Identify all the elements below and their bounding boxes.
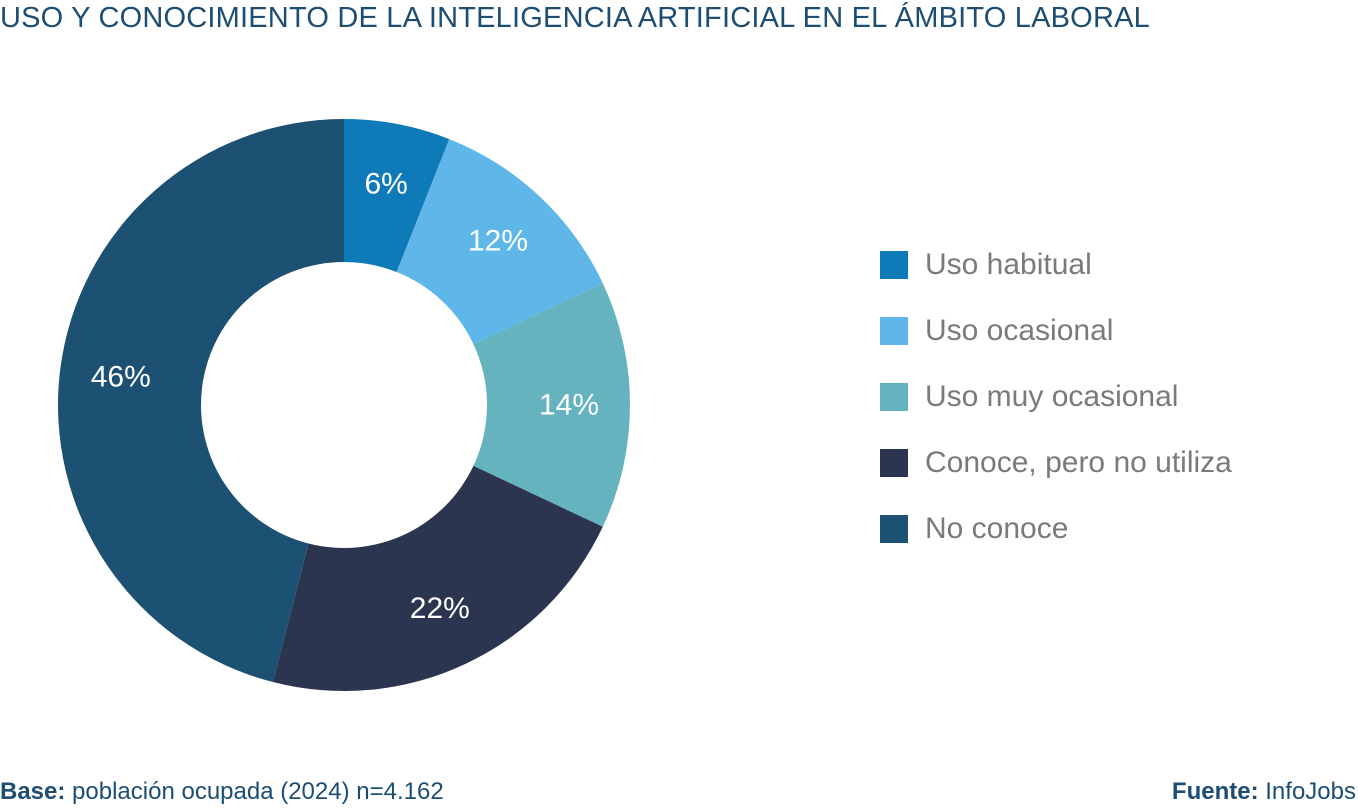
legend-swatch-uso-ocasional: [880, 317, 908, 345]
legend-swatch-conoce-no-utiliza: [880, 449, 908, 477]
legend-item-conoce-no-utiliza: Conoce, pero no utiliza: [880, 441, 1232, 485]
legend-swatch-uso-muy-ocasional: [880, 383, 908, 411]
base-label: Base:: [0, 778, 66, 805]
legend-swatch-uso-habitual: [880, 251, 908, 279]
legend-label-no-conoce: No conoce: [925, 512, 1069, 545]
legend-item-uso-ocasional: Uso ocasional: [880, 309, 1232, 353]
footer-base: Base: población ocupada (2024) n=4.162: [0, 778, 444, 806]
legend-label-conoce-no-utiliza: Conoce, pero no utiliza: [925, 446, 1232, 479]
legend-swatch-no-conoce: [880, 515, 908, 543]
donut-chart: 6% 12% 14% 22% 46%: [58, 118, 630, 691]
slice-uso-habitual: [344, 119, 450, 273]
base-text: población ocupada (2024) n=4.162: [72, 778, 444, 805]
slice-label-uso-habitual: 6%: [364, 167, 407, 200]
legend-item-uso-habitual: Uso habitual: [880, 243, 1232, 287]
legend-item-no-conoce: No conoce: [880, 507, 1232, 551]
slice-label-no-conoce: 46%: [91, 360, 151, 393]
legend-label-uso-ocasional: Uso ocasional: [925, 314, 1114, 347]
legend-item-uso-muy-ocasional: Uso muy ocasional: [880, 375, 1232, 419]
legend-label-uso-muy-ocasional: Uso muy ocasional: [925, 380, 1179, 413]
chart-title: USO Y CONOCIMIENTO DE LA INTELIGENCIA AR…: [0, 2, 1150, 34]
slice-no-conoce: [58, 118, 344, 683]
source-label: Fuente:: [1171, 778, 1259, 805]
source-text: InfoJobs: [1265, 778, 1356, 805]
slice-uso-muy-ocasional: [473, 283, 630, 527]
footer-source: Fuente: InfoJobs: [1172, 778, 1356, 806]
slice-label-uso-ocasional: 12%: [468, 224, 528, 257]
slice-uso-ocasional: [396, 139, 603, 345]
legend: Uso habitual Uso ocasional Uso muy ocasi…: [880, 243, 1232, 573]
legend-label-uso-habitual: Uso habitual: [925, 248, 1092, 281]
slice-label-uso-muy-ocasional: 14%: [539, 389, 599, 422]
slice-conoce-no-utiliza: [272, 465, 603, 691]
slice-label-conoce-no-utiliza: 22%: [410, 592, 470, 625]
